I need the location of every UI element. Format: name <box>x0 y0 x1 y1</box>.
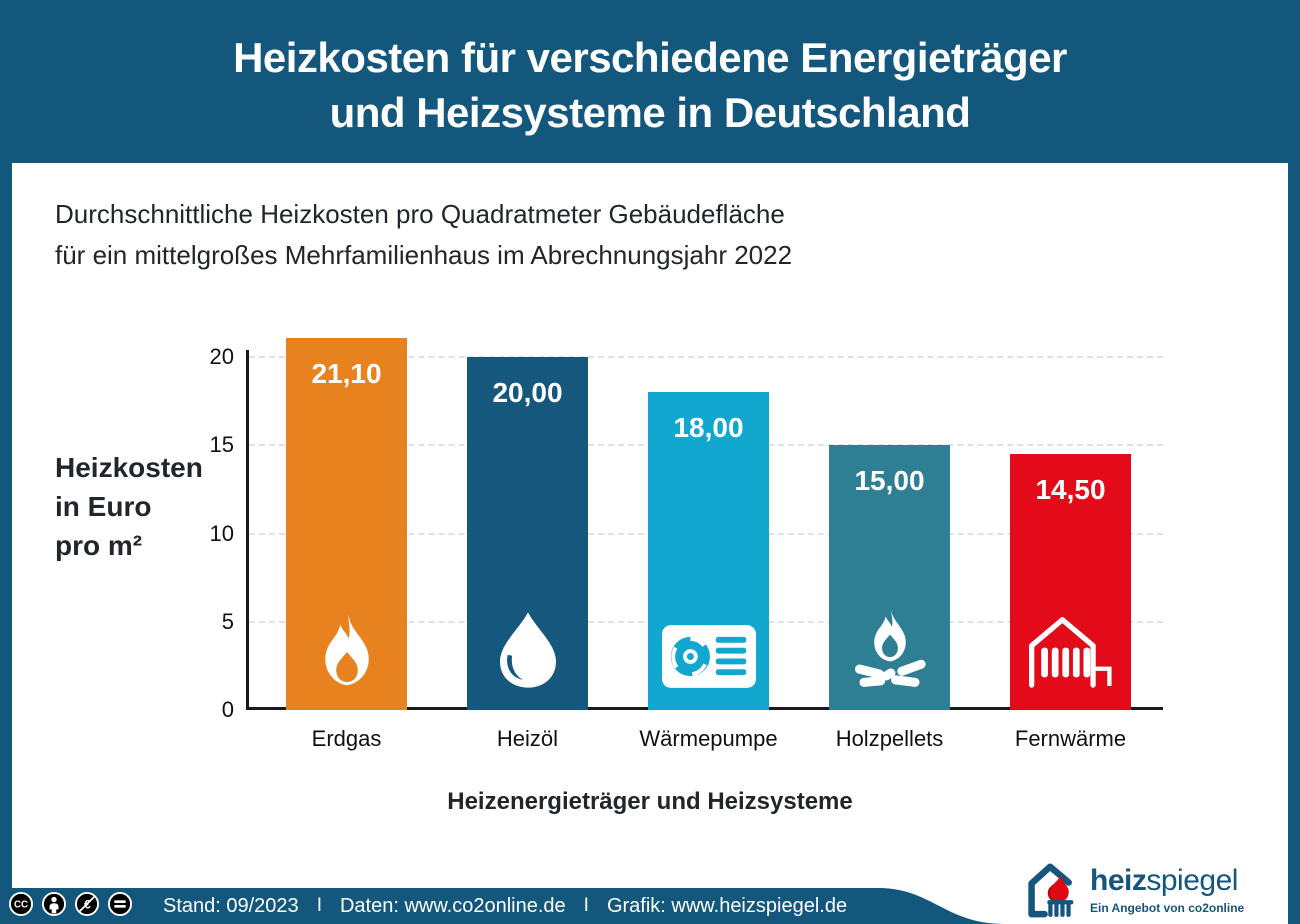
footer-graphic-source: Grafik: www.heizspiegel.de <box>606 894 848 917</box>
page-title-line2: und Heizsysteme in Deutschland <box>329 89 971 136</box>
y-tick-20: 20 <box>209 344 234 369</box>
campfire-icon <box>829 606 950 688</box>
y-tick-0: 0 <box>221 697 234 722</box>
category-label-w-rmepumpe: Wärmepumpe <box>639 726 778 751</box>
y-tick-10: 10 <box>209 520 234 546</box>
bar-holzpellets: 15,00 <box>829 445 950 710</box>
bar-value-erdgas: 21,10 <box>311 358 382 389</box>
bar-w-rmepumpe: 18,00 <box>648 392 769 710</box>
cc-nd-icon <box>107 891 133 922</box>
logo-tagline: Ein Angebot von co2online <box>1090 901 1245 915</box>
flame-icon <box>286 614 407 688</box>
category-label-heiz-l: Heizöl <box>496 726 559 751</box>
cc-nc-eu-icon: € <box>74 891 100 922</box>
brand-name: heizspiegel <box>1090 864 1238 897</box>
bar-fernw-rme: 14,50 <box>1010 454 1131 710</box>
y-tick-15: 15 <box>209 432 234 458</box>
footer-data-source: Daten: www.co2online.de <box>339 894 566 917</box>
logo-text: heizspiegel Ein Angebot von co2online <box>1090 860 1245 916</box>
footer-separator: I <box>316 895 322 916</box>
bar-heiz-l: 20,00 <box>467 357 588 710</box>
heizspiegel-house-icon <box>1026 860 1078 923</box>
bar-value-holzpellets: 15,00 <box>854 465 925 496</box>
cc-by-icon <box>41 891 67 922</box>
page-title-line1: Heizkosten für verschiedene Energieträge… <box>233 34 1067 81</box>
chart-subtitle-line2: für ein mittelgroßes Mehrfamilienhaus im… <box>55 240 793 270</box>
footer-wave-band <box>0 888 1005 924</box>
category-label-erdgas: Erdgas <box>311 726 382 751</box>
category-label-holzpellets: Holzpellets <box>835 726 944 751</box>
chart-subtitle-line1: Durchschnittliche Heizkosten pro Quadrat… <box>55 199 785 229</box>
chart-subtitle: Durchschnittliche Heizkosten pro Quadrat… <box>55 194 792 276</box>
footer-text: Stand: 09/2023 I Daten: www.co2online.de… <box>163 895 847 918</box>
footer-stand: Stand: 09/2023 <box>163 894 299 917</box>
bar-value-w-rmepumpe: 18,00 <box>673 412 744 443</box>
bar-erdgas: 21,10 <box>286 338 407 710</box>
x-axis-label: Heizenergieträger und Heizsysteme <box>447 788 853 815</box>
heat-pump-icon <box>648 625 769 688</box>
y-tick-5: 5 <box>221 608 234 634</box>
footer: CC € Stand: 09/2023 I Daten: www.co2onli… <box>8 888 847 924</box>
gridline-20 <box>249 356 1163 358</box>
y-axis-label: Heizkosten in Euro pro m² <box>55 452 203 561</box>
license-icons: CC € <box>8 891 133 922</box>
footer-separator: I <box>583 895 589 916</box>
bar-value-fernw-rme: 14,50 <box>1035 474 1106 505</box>
cc-icon: CC <box>8 891 34 922</box>
bar-value-heiz-l: 20,00 <box>492 377 563 408</box>
oil-drop-icon <box>467 612 588 688</box>
heizspiegel-logo: heizspiegel Ein Angebot von co2online <box>1026 860 1244 923</box>
district-heating-icon <box>1010 613 1131 688</box>
svg-text:CC: CC <box>14 899 28 910</box>
page-title: Heizkosten für verschiedene Energieträge… <box>0 30 1300 140</box>
category-label-fernw-rme: Fernwärme <box>1014 726 1127 751</box>
